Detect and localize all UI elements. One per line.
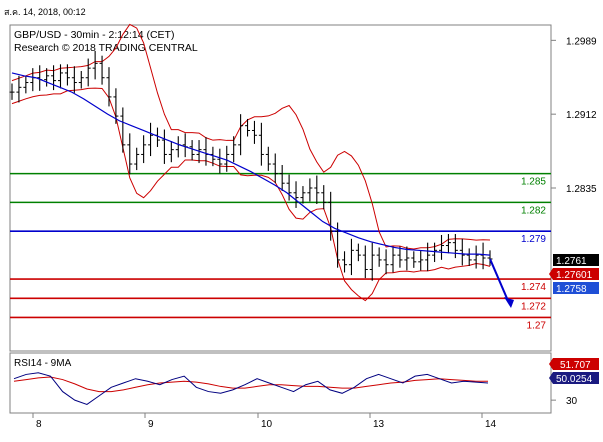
x-tick-label-1: 9 [148, 419, 154, 430]
rsi-value-tag: 50.0254 [549, 372, 599, 385]
timestamp: ส.ค. 14, 2018, 00:12 [4, 7, 86, 17]
level-label-2: 1.279 [521, 234, 546, 245]
y-tick-label-2: 1.2835 [566, 184, 597, 195]
price-levels: 1.285 1.282 1.279 1.274 1.272 1.27 [10, 172, 551, 331]
rsi-panel [9, 352, 552, 414]
x-tick-label-4: 14 [485, 419, 497, 430]
rsi-value: 50.0254 [556, 374, 593, 385]
forecast-arrow-shaft [489, 258, 510, 304]
price-panel [9, 24, 552, 352]
level-label-5: 1.27 [527, 320, 547, 331]
level-label-1: 1.282 [521, 205, 546, 216]
rsi-line [13, 372, 489, 405]
x-axis: 8 9 10 13 14 [32, 413, 497, 430]
bid-price-label: 1.27601 [556, 270, 593, 281]
price-bars [9, 50, 493, 281]
rsi-ma-line [13, 376, 488, 393]
y-tick-label-0: 1.2989 [566, 36, 597, 47]
price-y-axis: 1.2989 1.2912 1.2835 [551, 36, 597, 195]
rsi-y-axis: 30 [551, 396, 578, 407]
forecast-arrow-head [504, 297, 514, 309]
y-tick-label-1: 1.2912 [566, 110, 597, 121]
rsi-ma-value: 51.707 [560, 360, 591, 371]
rsi-title: RSI14 - 9MA [14, 358, 72, 369]
instrument-title: GBP/USD - 30min - 2:12:14 (CET) [14, 29, 174, 41]
last-price-label: 1.2761 [556, 256, 587, 267]
x-tick-label-3: 13 [373, 419, 385, 430]
level-label-0: 1.285 [521, 177, 546, 188]
level-label-3: 1.274 [521, 282, 546, 293]
rsi-lines [13, 372, 489, 405]
bollinger-bands [11, 23, 491, 302]
rsi-ma-tag: 51.707 [549, 358, 599, 371]
bollinger-upper [11, 23, 491, 250]
moving-average-line [11, 72, 491, 256]
copyright-line: Research © 2018 TRADING CENTRAL [14, 42, 198, 54]
ask-price-tag: 1.2758 [553, 282, 599, 295]
rsi-tick-label-0: 30 [566, 396, 578, 407]
last-price-tag: 1.2761 [553, 254, 599, 267]
level-label-4: 1.272 [521, 301, 546, 312]
forecast-arrow [489, 258, 514, 309]
moving-average [11, 72, 491, 256]
x-tick-label-2: 10 [261, 419, 273, 430]
ask-price-label: 1.2758 [556, 284, 587, 295]
bollinger-lower [11, 87, 491, 302]
x-tick-label-0: 8 [36, 419, 42, 430]
bid-price-tag: 1.27601 [549, 268, 599, 281]
